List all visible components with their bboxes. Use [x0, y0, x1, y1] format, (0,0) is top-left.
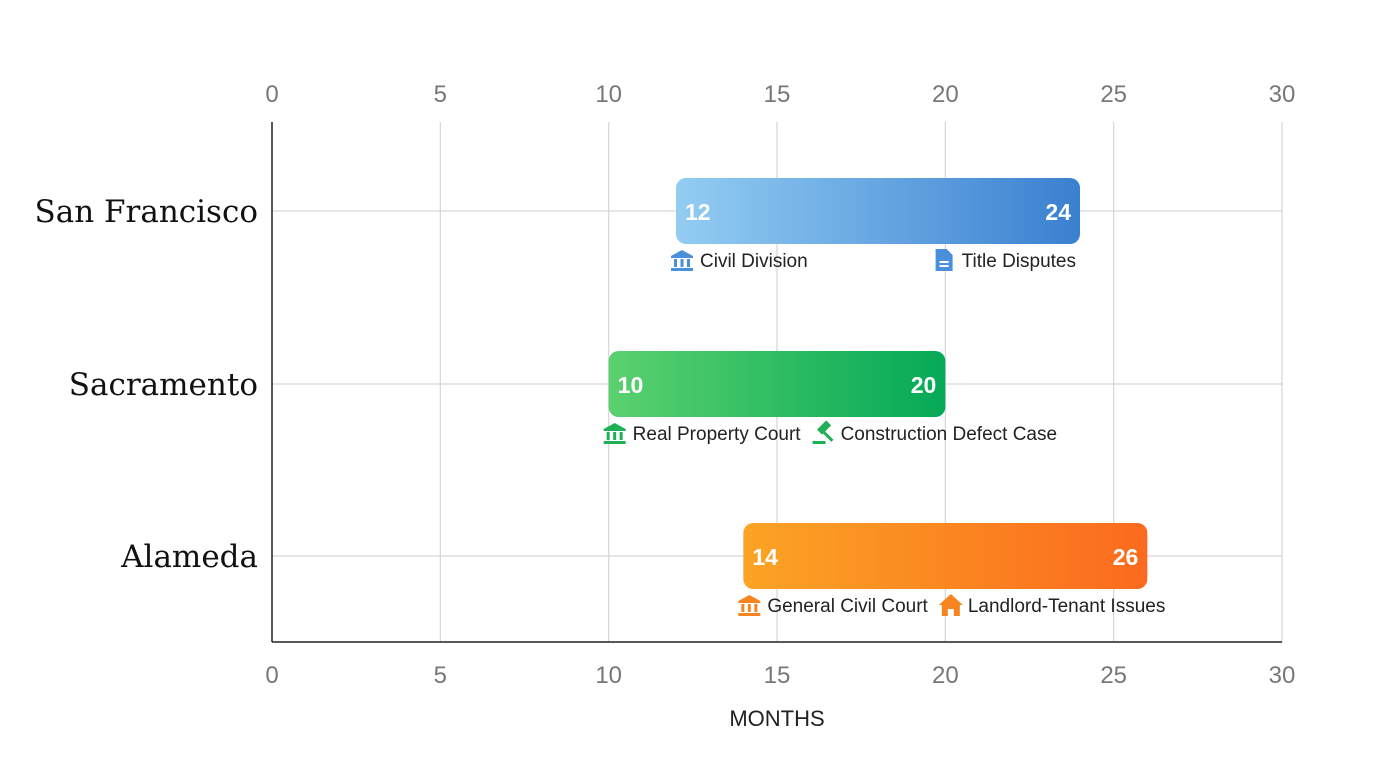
x-tick-top: 30 — [1269, 81, 1296, 108]
range-bar[interactable] — [743, 523, 1148, 589]
house-icon — [938, 594, 963, 616]
end-annotation: Title Disputes — [962, 251, 1076, 272]
bar-group: San Francisco 12 24 Civil Division Title Dis… — [34, 178, 1080, 272]
bar-start-value: 12 — [685, 199, 711, 225]
x-axis-label: MONTHS — [729, 706, 824, 731]
start-annotation: General Civil Court — [767, 596, 928, 617]
x-tick-bottom: 30 — [1269, 662, 1296, 689]
y-category-label: Sacramento — [69, 367, 258, 403]
x-tick-top: 5 — [434, 81, 447, 108]
bars: San Francisco 12 24 Civil Division Title Dis… — [34, 178, 1165, 617]
bank-icon — [738, 595, 761, 616]
axes: 0 0 5 5 10 10 15 15 20 20 25 25 30 30 — [265, 81, 1295, 689]
bar-group: Sacramento 10 20 Real Property Court Constru… — [69, 351, 1057, 445]
x-tick-bottom: 5 — [434, 662, 447, 689]
x-tick-top: 0 — [265, 81, 278, 108]
bar-end-value: 26 — [1113, 544, 1139, 570]
x-tick-bottom: 0 — [265, 662, 278, 689]
x-tick-top: 25 — [1100, 81, 1127, 108]
x-tick-bottom: 10 — [595, 662, 622, 689]
bank-icon — [603, 423, 626, 444]
bar-group: Alameda 14 26 General Civil Court Landlord-T… — [120, 523, 1165, 617]
x-tick-bottom: 25 — [1100, 662, 1127, 689]
bar-end-value: 24 — [1045, 199, 1071, 225]
bar-start-value: 14 — [752, 544, 778, 570]
x-tick-top: 15 — [764, 81, 791, 108]
bank-icon — [671, 250, 693, 271]
y-category-label: Alameda — [120, 539, 258, 575]
start-annotation: Real Property Court — [633, 424, 802, 445]
x-tick-top: 10 — [595, 81, 622, 108]
y-category-label: San Francisco — [34, 194, 258, 230]
x-tick-top: 20 — [932, 81, 959, 108]
end-annotation: Construction Defect Case — [841, 424, 1058, 445]
gavel-icon — [812, 420, 834, 444]
bar-start-value: 10 — [618, 372, 644, 398]
document-icon — [935, 249, 953, 271]
end-annotation: Landlord-Tenant Issues — [968, 596, 1166, 617]
x-tick-bottom: 15 — [764, 662, 791, 689]
range-bar[interactable] — [608, 351, 946, 417]
x-tick-bottom: 20 — [932, 662, 959, 689]
range-bar[interactable] — [676, 178, 1080, 244]
bar-end-value: 20 — [911, 372, 937, 398]
start-annotation: Civil Division — [700, 251, 808, 272]
